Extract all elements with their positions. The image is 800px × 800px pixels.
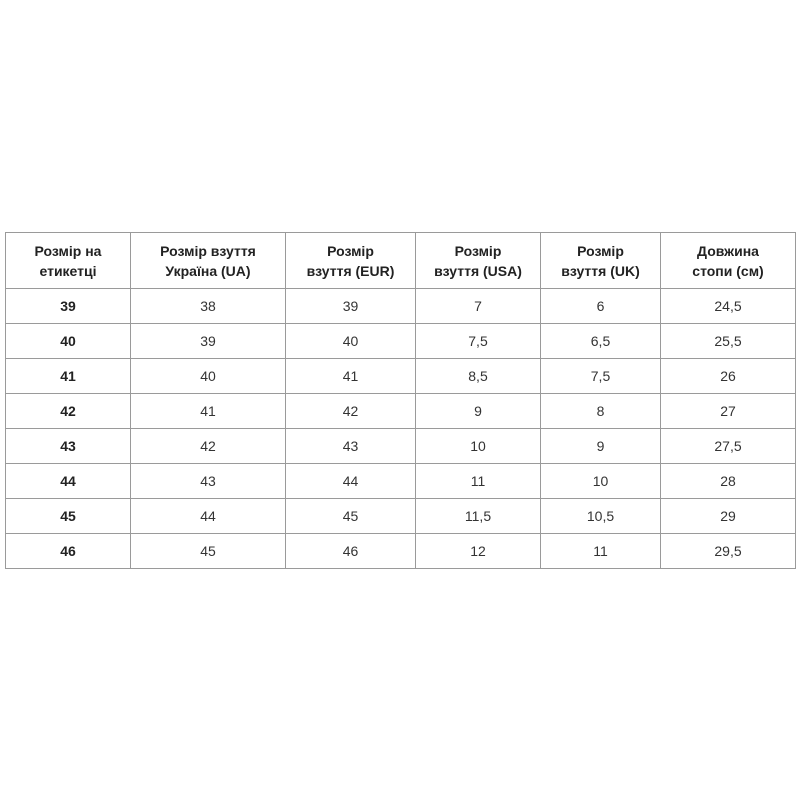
table-cell: 27	[660, 393, 796, 429]
table-cell: 25,5	[660, 323, 796, 359]
table-cell: 41	[285, 358, 416, 394]
table-cell: 8,5	[415, 358, 541, 394]
table-cell: 39	[5, 288, 131, 324]
table-cell: 40	[130, 358, 286, 394]
table-cell: 12	[415, 533, 541, 569]
table-row: 46 45 46 12 11 29,5	[5, 533, 796, 569]
header-cell: Розмір взуття (USA)	[415, 232, 541, 289]
table-body: 39 38 39 7 6 24,5 40 39 40 7,5 6,5 25,5 41 40 41 8,5 7,5…	[5, 288, 796, 569]
table-cell: 42	[130, 428, 286, 464]
table-cell: 28	[660, 463, 796, 499]
table-cell: 24,5	[660, 288, 796, 324]
table-cell: 9	[540, 428, 661, 464]
table-cell: 6	[540, 288, 661, 324]
table-row: 42 41 42 9 8 27	[5, 393, 796, 429]
table-row: 40 39 40 7,5 6,5 25,5	[5, 323, 796, 359]
table-cell: 39	[130, 323, 286, 359]
table-cell: 6,5	[540, 323, 661, 359]
table-cell: 44	[5, 463, 131, 499]
table-cell: 11,5	[415, 498, 541, 534]
table-cell: 43	[130, 463, 286, 499]
table-cell: 26	[660, 358, 796, 394]
header-cell: Розмір на етикетці	[5, 232, 131, 289]
header-cell: Довжина стопи (см)	[660, 232, 796, 289]
table-cell: 46	[285, 533, 416, 569]
table-cell: 40	[5, 323, 131, 359]
table-cell: 9	[415, 393, 541, 429]
table-cell: 44	[130, 498, 286, 534]
table-cell: 7	[415, 288, 541, 324]
table-row: 44 43 44 11 10 28	[5, 463, 796, 499]
table-cell: 46	[5, 533, 131, 569]
table-cell: 41	[5, 358, 131, 394]
table-cell: 44	[285, 463, 416, 499]
table-cell: 27,5	[660, 428, 796, 464]
table-cell: 42	[285, 393, 416, 429]
header-cell: Розмір взуття Україна (UA)	[130, 232, 286, 289]
table-cell: 29,5	[660, 533, 796, 569]
table-cell: 29	[660, 498, 796, 534]
table-cell: 41	[130, 393, 286, 429]
table-cell: 40	[285, 323, 416, 359]
table-cell: 10	[415, 428, 541, 464]
table-cell: 7,5	[415, 323, 541, 359]
table-row: 45 44 45 11,5 10,5 29	[5, 498, 796, 534]
table-cell: 11	[415, 463, 541, 499]
table-cell: 11	[540, 533, 661, 569]
table-cell: 45	[285, 498, 416, 534]
table-cell: 45	[130, 533, 286, 569]
table-row: 39 38 39 7 6 24,5	[5, 288, 796, 324]
table-row: 41 40 41 8,5 7,5 26	[5, 358, 796, 394]
table-cell: 39	[285, 288, 416, 324]
table-cell: 8	[540, 393, 661, 429]
table-cell: 43	[5, 428, 131, 464]
table-cell: 38	[130, 288, 286, 324]
table-cell: 43	[285, 428, 416, 464]
header-cell: Розмір взуття (EUR)	[285, 232, 416, 289]
table-row: 43 42 43 10 9 27,5	[5, 428, 796, 464]
table-cell: 42	[5, 393, 131, 429]
table-cell: 7,5	[540, 358, 661, 394]
header-row: Розмір на етикетці Розмір взуття Україна …	[5, 232, 796, 289]
table-cell: 45	[5, 498, 131, 534]
size-table: Розмір на етикетці Розмір взуття Україна …	[5, 232, 796, 569]
header-cell: Розмір взуття (UK)	[540, 232, 661, 289]
table-cell: 10,5	[540, 498, 661, 534]
table-cell: 10	[540, 463, 661, 499]
